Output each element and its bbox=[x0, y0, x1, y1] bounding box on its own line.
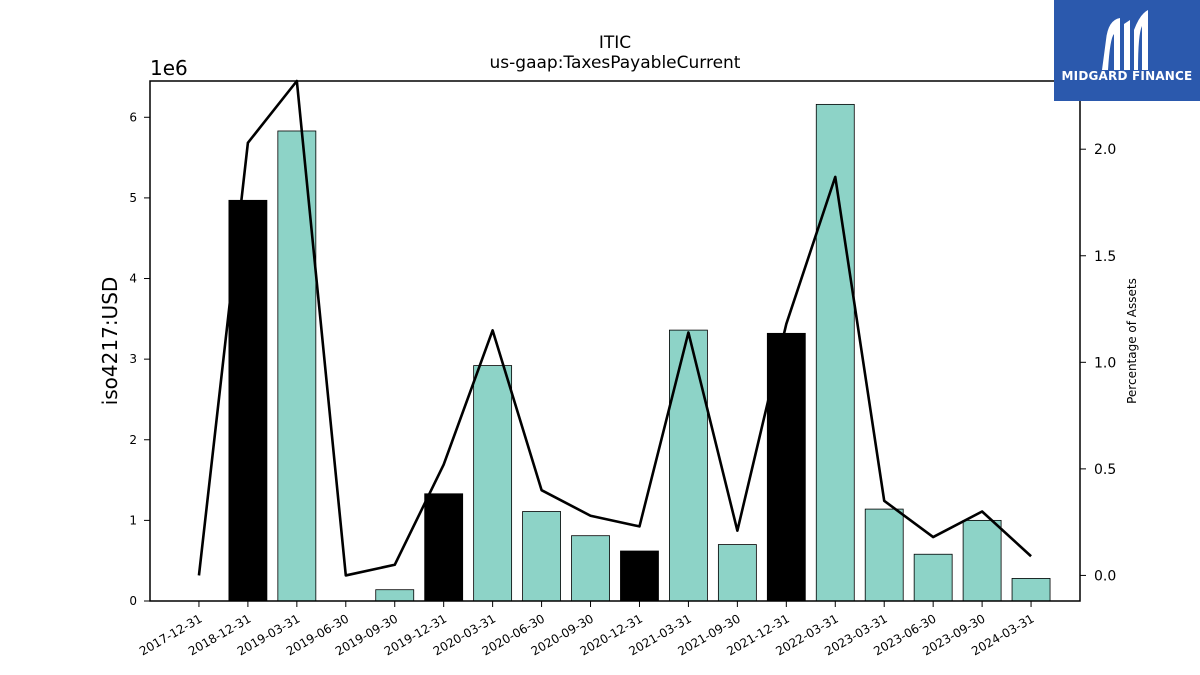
bar-2019-03-31 bbox=[277, 130, 317, 602]
bar-2022-03-31 bbox=[815, 103, 855, 602]
y2-tick-label: 0.0 bbox=[1094, 568, 1116, 584]
y-tick-label: 1 bbox=[129, 513, 137, 527]
bar-2024-03-31 bbox=[1011, 578, 1051, 602]
percentage-line bbox=[197, 79, 1032, 577]
y-tick-label: 6 bbox=[129, 110, 137, 124]
y2-tick-label: 0.5 bbox=[1094, 462, 1116, 478]
plot-frame bbox=[149, 80, 1081, 602]
bar-2020-03-31 bbox=[473, 365, 513, 602]
y2-tick-label: 1.0 bbox=[1094, 355, 1116, 371]
bar-2023-06-30 bbox=[913, 553, 953, 602]
bar-2018-12-31 bbox=[228, 199, 268, 602]
bar-2020-12-31 bbox=[620, 550, 659, 602]
chart-title: ITIC bbox=[599, 33, 631, 53]
midgard-logo: MIDGARD FINANCE bbox=[1054, 0, 1200, 101]
bar-2020-06-30 bbox=[522, 511, 561, 602]
y2-axis-label: Percentage of Assets bbox=[1125, 278, 1139, 404]
y-tick-label: 5 bbox=[129, 191, 137, 205]
y-axis-label: iso4217:USD bbox=[98, 277, 122, 406]
bar-2020-09-30 bbox=[571, 535, 610, 602]
bar-2019-09-30 bbox=[375, 589, 415, 602]
y-tick-label: 3 bbox=[129, 352, 137, 366]
chart-subtitle: us-gaap:TaxesPayableCurrent bbox=[490, 53, 741, 73]
bar-2023-09-30 bbox=[962, 519, 1002, 602]
bar-2021-09-30 bbox=[717, 544, 757, 602]
bar-2023-03-31 bbox=[864, 508, 904, 602]
midgard-logo-mark-icon bbox=[1102, 10, 1148, 70]
y-axis-offset-label: 1e6 bbox=[150, 56, 188, 80]
bar-2019-12-31 bbox=[424, 493, 464, 602]
bar-2021-12-31 bbox=[766, 332, 806, 602]
y2-tick-label: 2.0 bbox=[1094, 142, 1116, 158]
bar-2021-03-31 bbox=[669, 329, 708, 602]
y-tick-label: 4 bbox=[129, 272, 137, 286]
logo-text: MIDGARD FINANCE bbox=[1061, 69, 1193, 83]
y2-tick-label: 1.5 bbox=[1094, 249, 1116, 265]
line-layer bbox=[197, 79, 1032, 577]
y-tick-label: 2 bbox=[129, 433, 137, 447]
y-tick-label: 0 bbox=[129, 594, 137, 608]
